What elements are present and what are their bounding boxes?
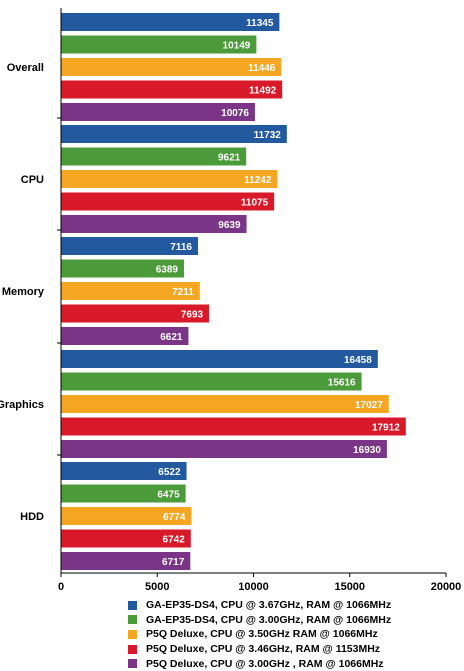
bar-value-label: 16458 (344, 355, 372, 366)
bar-value-label: 15616 (328, 378, 356, 389)
legend-swatch (128, 644, 137, 654)
legend-item: P5Q Deluxe, CPU @ 3.50GHz RAM @ 1066MHz (128, 627, 458, 642)
bar-value-label: 11345 (246, 18, 274, 29)
legend-label: GA-EP35-DS4, CPU @ 3.67GHz, RAM @ 1066MH… (146, 599, 392, 612)
x-tick-label: 15000 (334, 581, 365, 593)
bar-hdd-series-5 (61, 552, 191, 570)
bar-value-label: 16930 (353, 445, 381, 456)
bar-graphics-series-2 (61, 372, 362, 391)
bar-value-label: 10149 (223, 41, 251, 52)
legend-swatch (128, 600, 137, 610)
bar-hdd-series-4 (61, 529, 191, 548)
legend-label: P5Q Deluxe, CPU @ 3.50GHz RAM @ 1066MHz (146, 628, 378, 641)
bar-value-label: 11242 (244, 175, 272, 186)
legend-swatch (128, 615, 137, 625)
bar-hdd-series-3 (61, 507, 192, 525)
legend-label: P5Q Deluxe, CPU @ 3.46GHz, RAM @ 1153MHz (146, 643, 381, 656)
bar-value-label: 11446 (248, 63, 276, 74)
bar-memory-series-5 (61, 327, 189, 345)
bar-value-label: 10076 (221, 108, 249, 119)
bar-overall-series-2 (61, 35, 257, 54)
bar-hdd-series-2 (61, 484, 186, 503)
x-axis: 0 5000 10000 15000 20000 (57, 8, 461, 593)
bar-value-label: 6774 (163, 512, 186, 523)
bar-memory-series-3 (61, 282, 200, 300)
bar-cpu-series-2 (61, 147, 247, 166)
bar-value-label: 11732 (254, 130, 282, 141)
bar-memory-series-4 (61, 304, 210, 323)
category-label-memory: Memory (2, 286, 45, 298)
legend-label: P5Q Deluxe, CPU @ 3.00GHz , RAM @ 1066MH… (146, 657, 384, 670)
legend-swatch (128, 629, 137, 639)
bar-cpu-series-1 (61, 125, 287, 143)
bar-graphics-series-5 (61, 440, 387, 458)
category-label-graphics: Graphics (0, 399, 44, 411)
bar-hdd-series-1 (61, 462, 187, 480)
legend-item: P5Q Deluxe, CPU @ 3.46GHz, RAM @ 1153MHz (128, 642, 458, 657)
bar-value-label: 17912 (372, 423, 400, 434)
bar-graphics-series-4 (61, 417, 406, 436)
bar-value-label: 9639 (218, 220, 241, 231)
bar-memory-series-1 (61, 237, 198, 255)
bar-value-label: 17027 (355, 400, 383, 411)
x-tick-label: 20000 (431, 581, 462, 593)
bar-memory-series-2 (61, 259, 184, 278)
bar-value-label: 11075 (241, 198, 269, 209)
bar-value-label: 7693 (181, 310, 204, 321)
bar-cpu-series-5 (61, 215, 247, 233)
bar-overall-series-5 (61, 103, 255, 121)
x-tick-label: 10000 (238, 581, 269, 593)
bar-overall-series-4 (61, 80, 283, 99)
legend-swatch (128, 659, 137, 669)
category-label-hdd: HDD (20, 511, 44, 523)
bar-value-label: 6522 (158, 467, 181, 478)
legend-label: GA-EP35-DS4, CPU @ 3.00GHz, RAM @ 1066MH… (146, 613, 392, 626)
bar-value-label: 6717 (162, 557, 185, 568)
category-label-cpu: CPU (21, 174, 44, 186)
category-label-overall: Overall (7, 62, 44, 74)
x-tick-label: 5000 (145, 581, 169, 593)
bar-cpu-series-4 (61, 192, 275, 211)
bar-value-label: 7116 (170, 242, 192, 253)
bar-graphics-series-1 (61, 350, 378, 368)
bar-value-label: 11492 (249, 86, 277, 97)
bar-cpu-series-3 (61, 170, 278, 188)
legend: GA-EP35-DS4, CPU @ 3.67GHz, RAM @ 1066MH… (128, 598, 458, 671)
bar-value-label: 7211 (172, 287, 194, 298)
bar-value-label: 6475 (157, 490, 180, 501)
bar-value-label: 6389 (156, 265, 179, 276)
bar-overall-series-3 (61, 58, 282, 76)
legend-item: P5Q Deluxe, CPU @ 3.00GHz , RAM @ 1066MH… (128, 656, 458, 671)
legend-item: GA-EP35-DS4, CPU @ 3.67GHz, RAM @ 1066MH… (128, 598, 458, 613)
bar-overall-series-1 (61, 13, 280, 31)
bar-value-label: 6742 (163, 535, 186, 546)
bar-value-label: 6621 (160, 332, 183, 343)
legend-item: GA-EP35-DS4, CPU @ 3.00GHz, RAM @ 1066MH… (128, 613, 458, 628)
x-tick-label: 0 (58, 581, 64, 593)
bar-value-label: 9621 (218, 153, 241, 164)
bar-graphics-series-3 (61, 395, 389, 413)
category-labels: Overall CPU Memory Graphics HDD (0, 62, 45, 523)
